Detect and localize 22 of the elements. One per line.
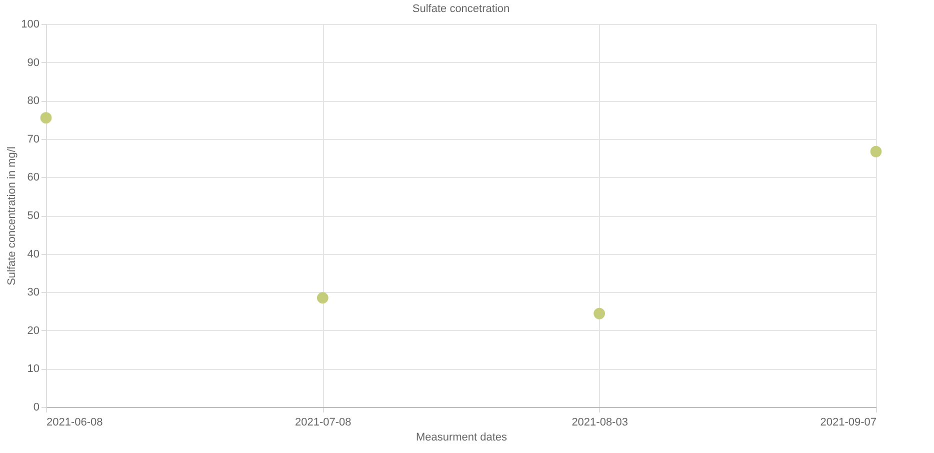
y-tick-label: 90	[27, 56, 40, 69]
point	[594, 308, 606, 320]
y-tick-label: 100	[21, 18, 40, 30]
y-tick-label: 20	[27, 324, 40, 337]
x-tick-label: 2021-09-07	[820, 416, 876, 428]
x-axis-title: Measurment dates	[416, 432, 508, 444]
point	[40, 112, 52, 124]
chart-title: Sulfate concetration	[412, 3, 510, 15]
y-tick-label: 0	[33, 402, 40, 414]
y-axis-title: Sulfate concentration in mg/l	[6, 146, 18, 286]
x-tick-label: 2021-07-08	[295, 416, 352, 428]
y-tick-label: 70	[27, 133, 40, 146]
x-tick-label: 2021-06-08	[46, 416, 103, 428]
point	[316, 292, 328, 304]
x-tick-label: 2021-08-03	[572, 416, 628, 428]
y-tick-label: 60	[27, 172, 40, 184]
point	[870, 146, 882, 158]
y-tick-label: 30	[27, 286, 40, 299]
y-tick-label: 50	[27, 210, 40, 222]
y-tick-label: 80	[27, 95, 40, 108]
y-tick-label: 40	[27, 248, 40, 260]
y-tick-label: 10	[27, 363, 40, 376]
